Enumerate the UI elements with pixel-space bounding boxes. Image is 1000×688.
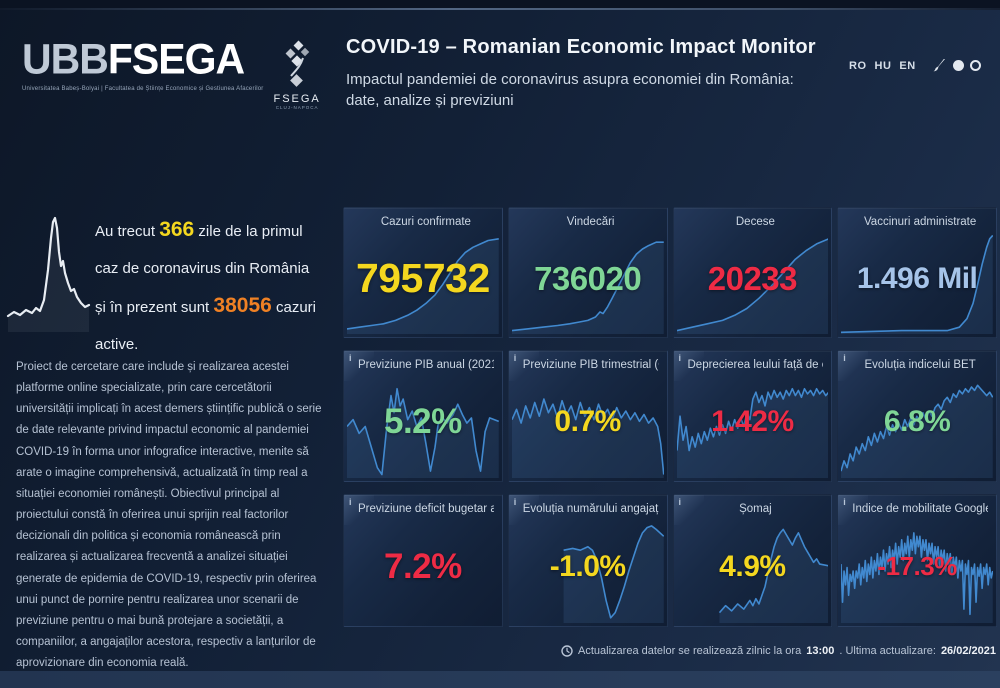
fsega-mark: FSEGA CLUJ-NAPOCA: [273, 40, 320, 110]
info-icon[interactable]: i: [508, 351, 539, 381]
brand-ubb: UBB: [22, 34, 109, 84]
top-bar: [0, 0, 1000, 10]
sparkline-chart: [347, 375, 499, 478]
card-value: 736020: [534, 259, 642, 297]
card-value: 1.496 Mil: [856, 261, 978, 295]
card-angajati[interactable]: i Evoluția numărului angajațil... -1.0%: [507, 494, 668, 627]
update-date: 26/02/2021: [940, 644, 996, 657]
active-cases-count: 38056: [213, 294, 272, 318]
info-icon[interactable]: i: [344, 351, 374, 381]
intro-mid: zile de la primul caz de coronavirus din…: [95, 223, 310, 317]
info-icon[interactable]: i: [673, 495, 704, 525]
fsega-mark-label: FSEGA: [273, 93, 321, 105]
intro-pre: Au trecut: [95, 223, 160, 240]
sparkline-chart: [841, 375, 993, 478]
card-vindecari[interactable]: Vindecări 736020: [507, 207, 668, 338]
sparkline-chart: [676, 232, 829, 334]
card-mobilitate-google[interactable]: i Indice de mobilitate Google -17.3%: [837, 494, 997, 627]
card-title: Indice de mobilitate Google: [852, 503, 988, 515]
info-icon[interactable]: i: [838, 495, 869, 525]
update-text-pre: Actualizarea datelor se realizează zilni…: [578, 644, 802, 657]
brand-logo: UBBFSEGA Universitatea Babeș-Bolyai | Fa…: [22, 34, 321, 110]
lang-ro[interactable]: RO: [849, 59, 867, 72]
info-icon[interactable]: i: [508, 495, 539, 525]
intro-post: cazuri active.: [95, 299, 316, 353]
update-text-mid: . Ultima actualizare:: [839, 644, 936, 657]
card-value: 20233: [707, 259, 798, 297]
language-switcher: RO HU EN: [849, 58, 981, 73]
card-vaccinuri-administrate[interactable]: Vaccinuri administrate 1.496 Mil: [837, 207, 997, 338]
page-title: COVID-19 – Romanian Economic Impact Moni…: [346, 36, 816, 58]
info-icon[interactable]: i: [838, 351, 869, 381]
card-pib-anual[interactable]: i Previziune PIB anual (2021) 5.2%: [343, 350, 503, 482]
lang-hu[interactable]: HU: [874, 59, 892, 72]
fsega-diamonds-icon: [285, 40, 310, 87]
card-title: Evoluția indicelui BET: [864, 359, 976, 371]
card-value: 0.7%: [554, 405, 621, 438]
card-title: Vaccinuri administrate: [863, 216, 977, 228]
card-value: 4.9%: [719, 549, 786, 583]
card-cazuri-confirmate[interactable]: Cazuri confirmate 795732: [343, 207, 503, 338]
lang-en[interactable]: EN: [899, 59, 916, 72]
card-title: Previziune deficit bugetar a...: [358, 503, 494, 515]
card-value: -1.0%: [549, 549, 626, 583]
brand-wordmark: UBBFSEGA: [22, 34, 263, 84]
card-deficit-bugetar[interactable]: i Previziune deficit bugetar a... 7.2%: [343, 494, 503, 627]
sparkline-chart: [347, 232, 499, 334]
card-title: Previziune PIB anual (2021): [358, 359, 494, 371]
sparkline-chart: [676, 375, 829, 478]
card-somaj[interactable]: i Șomaj 4.9%: [672, 494, 833, 627]
card-value: 795732: [355, 255, 490, 301]
update-time: 13:00: [806, 644, 835, 657]
card-title: Cazuri confirmate: [380, 216, 471, 228]
page-subtitle: Impactul pandemiei de coronavirus asupra…: [346, 71, 794, 109]
brush-icon[interactable]: [932, 58, 947, 73]
card-title: Evoluția numărului angajațil...: [522, 503, 659, 515]
sparkline-chart: [841, 232, 993, 334]
card-title: Deprecierea leului față de e...: [687, 359, 824, 371]
card-title: Previziune PIB trimestrial (Q...: [522, 359, 659, 371]
clock-icon: [561, 645, 573, 657]
card-title: Șomaj: [739, 503, 772, 515]
card-decese[interactable]: Decese 20233: [672, 207, 833, 338]
fsega-mark-city: CLUJ-NAPOCA: [275, 105, 319, 110]
card-value: 6.8%: [883, 405, 951, 438]
sparkline-chart: [677, 519, 829, 623]
update-status: Actualizarea datelor se realizează zilni…: [561, 644, 996, 657]
cards-grid: Cazuri confirmate 795732 Vindecări 73602…: [343, 207, 997, 627]
card-value: 1.42%: [711, 405, 794, 438]
epidemic-curve-illustration: [6, 216, 91, 332]
info-icon[interactable]: i: [344, 495, 374, 525]
card-pib-trimestrial[interactable]: i Previziune PIB trimestrial (Q... 0.7%: [507, 350, 668, 482]
bottom-bar: [0, 671, 1000, 688]
days-count: 366: [159, 218, 195, 241]
project-description: Proiect de cercetare care include și rea…: [16, 361, 322, 670]
card-title: Vindecări: [566, 216, 615, 228]
card-value: 7.2%: [383, 546, 462, 586]
sparkline-chart: [841, 519, 993, 623]
card-curs-leu[interactable]: i Deprecierea leului față de e... 1.42%: [672, 350, 833, 482]
card-value: -17.3%: [877, 551, 957, 581]
theme-dark-dot-icon[interactable]: [952, 60, 964, 71]
brand-fsega: FSEGA: [107, 34, 245, 84]
sparkline-chart: [512, 519, 664, 623]
theme-light-dot-icon[interactable]: [969, 60, 981, 71]
info-icon[interactable]: i: [673, 351, 704, 381]
sparkline-chart: [511, 232, 664, 334]
card-indice-bet[interactable]: i Evoluția indicelui BET 6.8%: [837, 350, 997, 482]
sparkline-chart: [511, 375, 664, 478]
stats-intro: Au trecut 366 zile de la primul caz de c…: [95, 208, 323, 361]
brand-tagline: Universitatea Babeș-Bolyai | Facultatea …: [22, 86, 264, 92]
card-value: 5.2%: [383, 402, 462, 441]
card-title: Decese: [735, 216, 775, 228]
